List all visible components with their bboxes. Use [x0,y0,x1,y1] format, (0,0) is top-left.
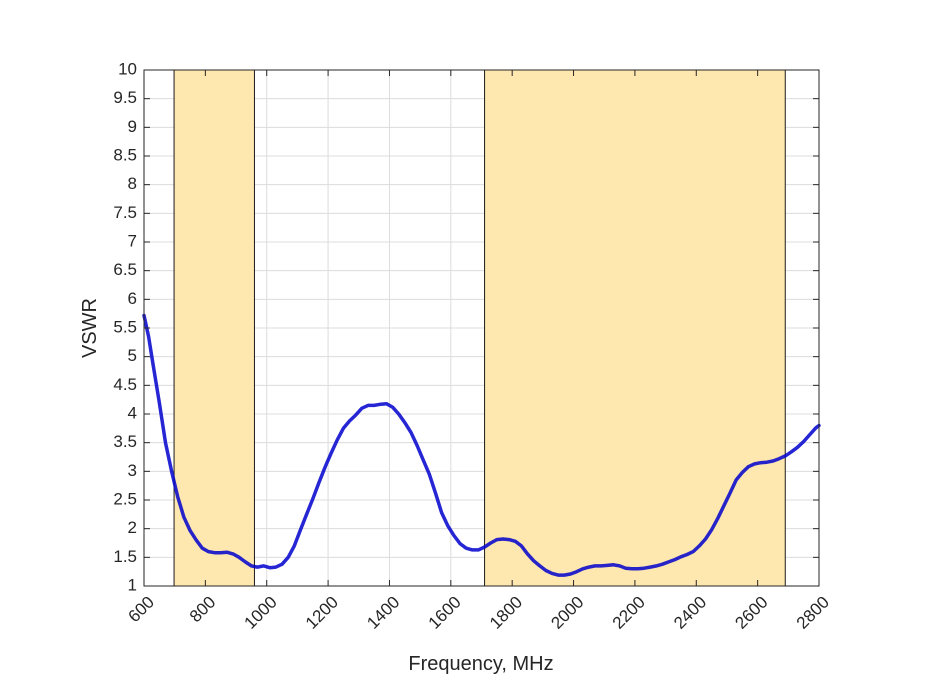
shaded-band [173,69,255,587]
shaded-bands [173,69,786,587]
y-tick-label: 4.5 [113,375,137,394]
y-tick-label: 6.5 [113,260,137,279]
y-tick-label: 9.5 [113,88,137,107]
x-axis-title: Frequency, MHz [408,653,553,675]
y-tick-label: 4 [128,403,137,422]
y-tick-label: 5 [128,346,137,365]
series-line-vswr [142,313,821,577]
y-tick-label: 2 [128,518,137,537]
series-lines [142,313,821,577]
y-tick-label: 3.5 [113,432,137,451]
y-tick-label: 1.5 [113,547,137,566]
y-tick-label: 9 [128,117,137,136]
y-tick-labels: 1 1.5 2 2.5 3 3.5 4 4.5 5 5.5 6 6.5 7 7.5 8 8.5 9 9.5 10 [113,59,137,594]
y-tick-label: 6 [128,289,137,308]
y-tick-label: 2.5 [113,489,137,508]
y-tick-label: 8 [128,174,137,193]
y-tick-label: 8.5 [113,145,137,164]
y-tick-label: 7.5 [113,203,137,222]
y-axis-title: VSWR [79,298,101,358]
y-tick-label: 5.5 [113,317,137,336]
shaded-band [484,69,786,587]
y-tick-label: 7 [128,231,137,250]
y-tick-label: 3 [128,461,137,480]
y-tick-label: 1 [128,575,137,594]
tick-marks [143,69,820,587]
y-tick-label: 10 [118,59,137,78]
